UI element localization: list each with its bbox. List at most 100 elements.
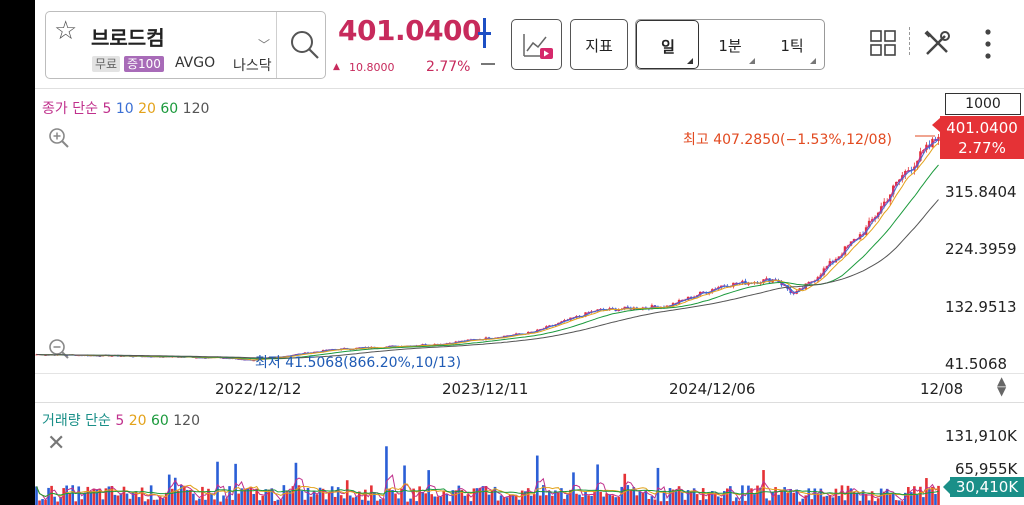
volume-bar — [38, 500, 41, 505]
price-chart[interactable] — [35, 88, 940, 373]
volume-bar — [370, 485, 373, 505]
volume-bar — [581, 497, 584, 505]
volume-bar — [41, 499, 44, 505]
volume-bar — [454, 490, 458, 505]
volume-bar — [635, 495, 639, 505]
volume-bar — [140, 487, 144, 505]
volume-bar — [671, 489, 675, 505]
volume-bar — [143, 501, 147, 505]
volume-bar — [922, 497, 925, 505]
volume-bar — [333, 496, 337, 505]
stock-selector[interactable]: ☆ 브로드컴 ﹀ 무료 증100 AVGO 나스닥 — [45, 11, 326, 79]
ma-10-line — [36, 138, 939, 361]
volume-bar — [83, 493, 87, 505]
volume-bar — [780, 489, 783, 505]
volume-bar — [445, 494, 449, 505]
volume-bar — [59, 497, 62, 505]
volume-bar — [92, 488, 96, 505]
volume-bar — [448, 501, 452, 505]
chart-video-icon — [523, 34, 553, 59]
volume-bar — [716, 496, 720, 505]
volume-bar — [873, 501, 877, 505]
volume-bar — [566, 494, 569, 505]
volume-bar — [463, 495, 467, 505]
volume-bar — [276, 499, 280, 505]
volume-bar — [623, 473, 627, 505]
period-1tick-button[interactable]: 1틱 — [761, 20, 823, 69]
exchange-label: 나스닥 — [233, 58, 272, 74]
volume-bar — [771, 492, 774, 505]
volume-bar — [330, 486, 334, 505]
period-1min-button[interactable]: 1분 — [699, 20, 761, 69]
volume-bar — [584, 491, 587, 505]
volume-bar — [526, 488, 530, 505]
volume-bar — [89, 491, 93, 505]
price-ma-legend[interactable]: 종가 단순 5 10 20 60 120 — [42, 98, 209, 118]
volume-bar — [427, 470, 430, 505]
volume-bar — [385, 446, 388, 505]
tools-icon[interactable] — [923, 30, 951, 58]
volume-bar — [137, 497, 141, 505]
volume-bar — [252, 494, 256, 505]
volume-bar — [327, 492, 331, 505]
volume-bar — [888, 493, 892, 505]
volume-bar — [701, 488, 705, 505]
volume-bar — [907, 487, 910, 505]
volume-bar — [511, 494, 515, 505]
period-day-button[interactable]: 일 — [636, 20, 699, 69]
volume-bar — [641, 492, 645, 505]
volume-chart[interactable] — [35, 403, 940, 505]
volume-bar — [62, 488, 65, 505]
volume-bar — [554, 490, 557, 505]
volume-bar — [650, 496, 654, 505]
corner-mark-icon — [749, 58, 755, 64]
current-price: 401.0400 — [338, 14, 482, 47]
volume-bar — [128, 498, 132, 505]
volume-bar — [502, 497, 506, 505]
search-icon[interactable] — [286, 26, 324, 64]
chevron-down-icon[interactable]: ﹀ — [258, 38, 271, 52]
volume-bar — [885, 488, 889, 505]
volume-bar — [744, 500, 747, 505]
volume-bar — [231, 499, 234, 505]
volume-bar — [294, 462, 298, 505]
volume-bar — [131, 491, 135, 505]
volume-bar — [695, 494, 699, 505]
volume-bar — [490, 490, 494, 505]
volume-bar — [665, 501, 669, 505]
more-vertical-icon[interactable] — [983, 28, 993, 60]
scale-arrows-icon[interactable]: ▲ ▼ — [997, 374, 1007, 398]
volume-bar — [831, 497, 835, 505]
volume-bar — [861, 490, 865, 505]
volume-bar — [367, 500, 370, 505]
volume-bar — [710, 490, 714, 505]
volume-bar — [910, 492, 913, 505]
chart-select-button[interactable] — [511, 19, 562, 70]
zoom-in-icon[interactable] — [47, 126, 71, 150]
volume-bar — [704, 499, 708, 505]
range-count-input[interactable]: 1000 — [945, 93, 1021, 115]
ticker-symbol: AVGO — [175, 55, 216, 71]
volume-bar — [430, 494, 433, 505]
grid-icon[interactable] — [870, 30, 896, 56]
close-icon[interactable]: ✕ — [47, 431, 66, 456]
favorite-star-icon[interactable]: ☆ — [54, 16, 78, 46]
volume-bar — [644, 490, 648, 505]
y-axis-label: 132.9513 — [945, 298, 1017, 316]
volume-bar — [723, 491, 726, 505]
volume-bar — [786, 492, 789, 505]
volume-ma-legend[interactable]: 거래량 단순 5 20 60 120 — [42, 410, 200, 430]
volume-bar — [267, 489, 271, 505]
volume-bar — [916, 494, 919, 505]
indicator-button[interactable]: 지표 — [570, 19, 628, 70]
volume-bar — [768, 500, 771, 505]
divider — [276, 12, 277, 78]
vol-ma-120-label: 120 — [173, 413, 200, 429]
volume-bar — [324, 499, 328, 505]
volume-bar — [668, 488, 672, 505]
volume-bar — [617, 496, 621, 505]
volume-bar — [753, 493, 756, 505]
volume-bar — [237, 493, 240, 505]
x-axis-line — [35, 373, 1024, 374]
volume-bar — [53, 496, 56, 505]
